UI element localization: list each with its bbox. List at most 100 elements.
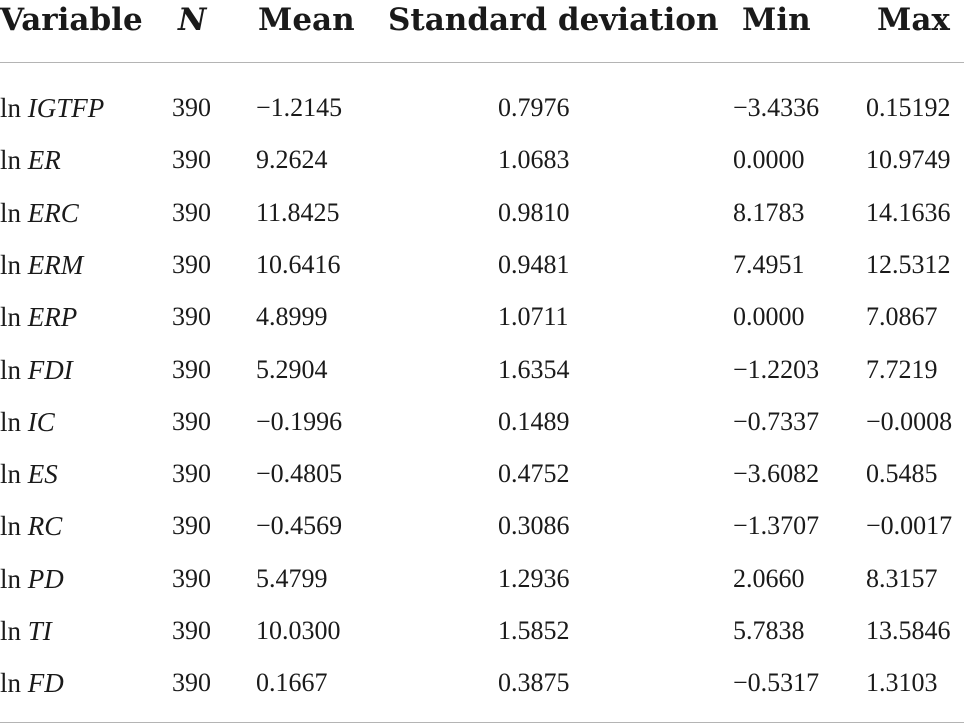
cell-mean: 0.1667 [256,668,328,697]
variable-prefix: ln [0,198,22,228]
cell-max: 0.5485 [866,459,938,488]
variable-name: FDI [27,355,73,385]
cell-n: 390 [172,198,211,227]
cell-variable: ln FDI [0,350,73,390]
cell-variable: ln RC [0,506,62,546]
cell-variable: ln ER [0,140,61,180]
cell-min: 2.0660 [733,564,805,593]
cell-sd: 0.1489 [498,407,570,436]
variable-prefix: ln [0,250,22,280]
cell-min: 8.1783 [733,198,805,227]
variable-prefix: ln [0,459,22,489]
cell-min: 7.4951 [733,250,805,279]
cell-sd: 1.6354 [498,355,570,384]
cell-n: 390 [172,355,211,384]
cell-n: 390 [172,616,211,645]
header-n: N [178,2,207,38]
cell-max: 1.3103 [866,668,938,697]
cell-variable: ln FD [0,663,64,703]
cell-mean: 10.6416 [256,250,341,279]
cell-max: 7.0867 [866,302,938,331]
header-rule [0,62,964,63]
variable-prefix: ln [0,616,22,646]
cell-variable: ln ERC [0,193,79,233]
cell-variable: ln TI [0,611,52,651]
cell-variable: ln ES [0,454,58,494]
cell-min: 5.7838 [733,616,805,645]
cell-sd: 1.2936 [498,564,570,593]
cell-mean: −1.2145 [256,93,343,122]
variable-name: ERM [27,250,84,280]
header-mean: Mean [258,2,355,38]
variable-prefix: ln [0,145,22,175]
cell-min: −1.2203 [733,355,820,384]
cell-max: 8.3157 [866,564,938,593]
variable-name: PD [27,564,64,594]
cell-min: −3.6082 [733,459,820,488]
cell-mean: −0.4569 [256,511,343,540]
cell-sd: 1.5852 [498,616,570,645]
header-max: Max [877,2,950,38]
cell-mean: −0.4805 [256,459,343,488]
variable-prefix: ln [0,564,22,594]
cell-max: 13.5846 [866,616,951,645]
cell-mean: 5.2904 [256,355,328,384]
cell-sd: 1.0683 [498,145,570,174]
cell-n: 390 [172,250,211,279]
cell-min: −1.3707 [733,511,820,540]
cell-min: 0.0000 [733,302,805,331]
cell-max: 7.7219 [866,355,938,384]
cell-mean: −0.1996 [256,407,343,436]
cell-n: 390 [172,145,211,174]
cell-max: −0.0008 [866,407,953,436]
variable-prefix: ln [0,407,22,437]
variable-prefix: ln [0,302,22,332]
cell-variable: ln IGTFP [0,88,104,128]
variable-prefix: ln [0,355,22,385]
cell-min: −3.4336 [733,93,820,122]
cell-mean: 10.0300 [256,616,341,645]
cell-n: 390 [172,302,211,331]
cell-sd: 0.7976 [498,93,570,122]
cell-n: 390 [172,459,211,488]
variable-prefix: ln [0,511,22,541]
cell-n: 390 [172,668,211,697]
cell-variable: ln PD [0,559,64,599]
variable-name: ES [27,459,58,489]
cell-mean: 5.4799 [256,564,328,593]
variable-prefix: ln [0,93,22,123]
cell-mean: 4.8999 [256,302,328,331]
variable-name: TI [27,616,52,646]
cell-min: −0.7337 [733,407,820,436]
cell-mean: 11.8425 [256,198,340,227]
cell-variable: ln ERM [0,245,83,285]
cell-min: −0.5317 [733,668,820,697]
cell-variable: ln IC [0,402,55,442]
cell-max: 0.15192 [866,93,951,122]
variable-name: IGTFP [27,93,105,123]
header-min: Min [742,2,811,38]
cell-n: 390 [172,511,211,540]
cell-max: 10.9749 [866,145,951,174]
cell-max: 12.5312 [866,250,951,279]
cell-max: 14.1636 [866,198,951,227]
cell-sd: 1.0711 [498,302,569,331]
cell-variable: ln ERP [0,297,77,337]
cell-sd: 0.9481 [498,250,570,279]
cell-n: 390 [172,407,211,436]
cell-sd: 0.9810 [498,198,570,227]
cell-mean: 9.2624 [256,145,328,174]
variable-name: RC [27,511,63,541]
header-standard-deviation: Standard deviation [388,2,719,38]
cell-max: −0.0017 [866,511,953,540]
cell-sd: 0.3875 [498,668,570,697]
variable-name: IC [27,407,55,437]
variable-name: ER [27,145,61,175]
cell-min: 0.0000 [733,145,805,174]
cell-sd: 0.3086 [498,511,570,540]
cell-n: 390 [172,564,211,593]
cell-sd: 0.4752 [498,459,570,488]
bottom-rule [0,722,964,723]
header-variable: Variable [0,2,143,38]
